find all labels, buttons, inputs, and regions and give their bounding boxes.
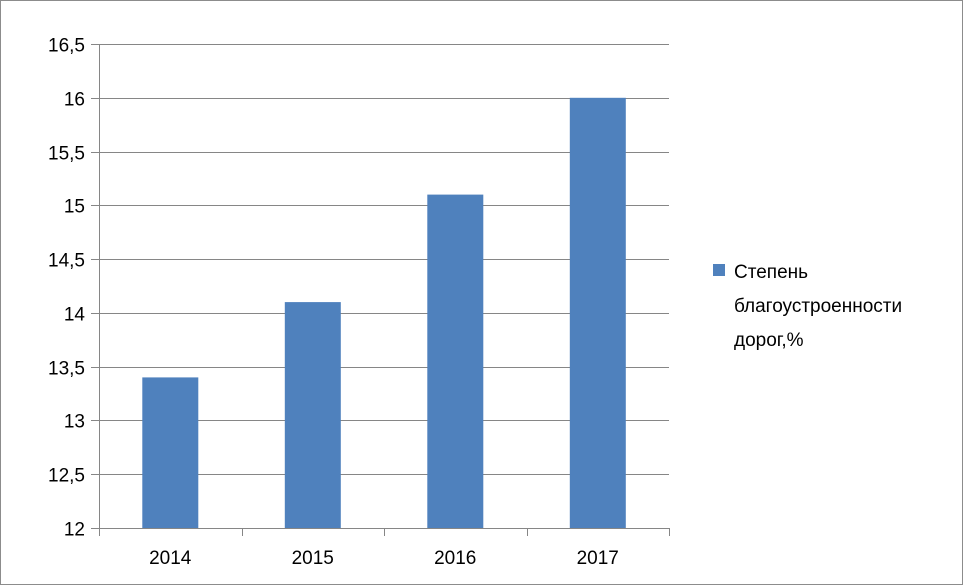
bar-2014 bbox=[142, 377, 199, 528]
x-tick-labels: 2014 2015 2016 2017 bbox=[149, 548, 619, 569]
legend-label: благоустроенности bbox=[734, 296, 902, 317]
x-tick-label: 2016 bbox=[434, 548, 476, 569]
y-tick-label: 15,5 bbox=[48, 144, 85, 165]
y-tick-label: 13 bbox=[64, 412, 85, 433]
legend: Степень благоустроенности дорог,% bbox=[713, 262, 902, 351]
axes bbox=[91, 44, 670, 536]
y-tick-label: 12 bbox=[64, 520, 85, 541]
bars bbox=[142, 97, 626, 529]
y-tick-label: 16 bbox=[64, 90, 85, 111]
x-tick-label: 2015 bbox=[292, 548, 334, 569]
y-tick-label: 12,5 bbox=[48, 466, 85, 487]
x-tick-label: 2017 bbox=[577, 548, 619, 569]
y-tick-label: 15 bbox=[64, 197, 85, 218]
y-tick-labels: 12 12,5 13 13,5 14 14,5 15 15,5 16 16,5 bbox=[48, 36, 85, 541]
legend-label: дорог,% bbox=[734, 330, 804, 351]
x-tick-label: 2014 bbox=[149, 548, 192, 569]
y-tick-label: 16,5 bbox=[48, 36, 85, 57]
y-tick-label: 13,5 bbox=[48, 359, 85, 380]
legend-label: Степень bbox=[734, 262, 808, 283]
y-tick-label: 14,5 bbox=[48, 251, 85, 272]
bar-2015 bbox=[284, 302, 341, 528]
bar-2017 bbox=[569, 97, 626, 529]
bar-2016 bbox=[427, 194, 484, 528]
y-tick-label: 14 bbox=[64, 305, 86, 326]
legend-swatch bbox=[713, 264, 725, 276]
